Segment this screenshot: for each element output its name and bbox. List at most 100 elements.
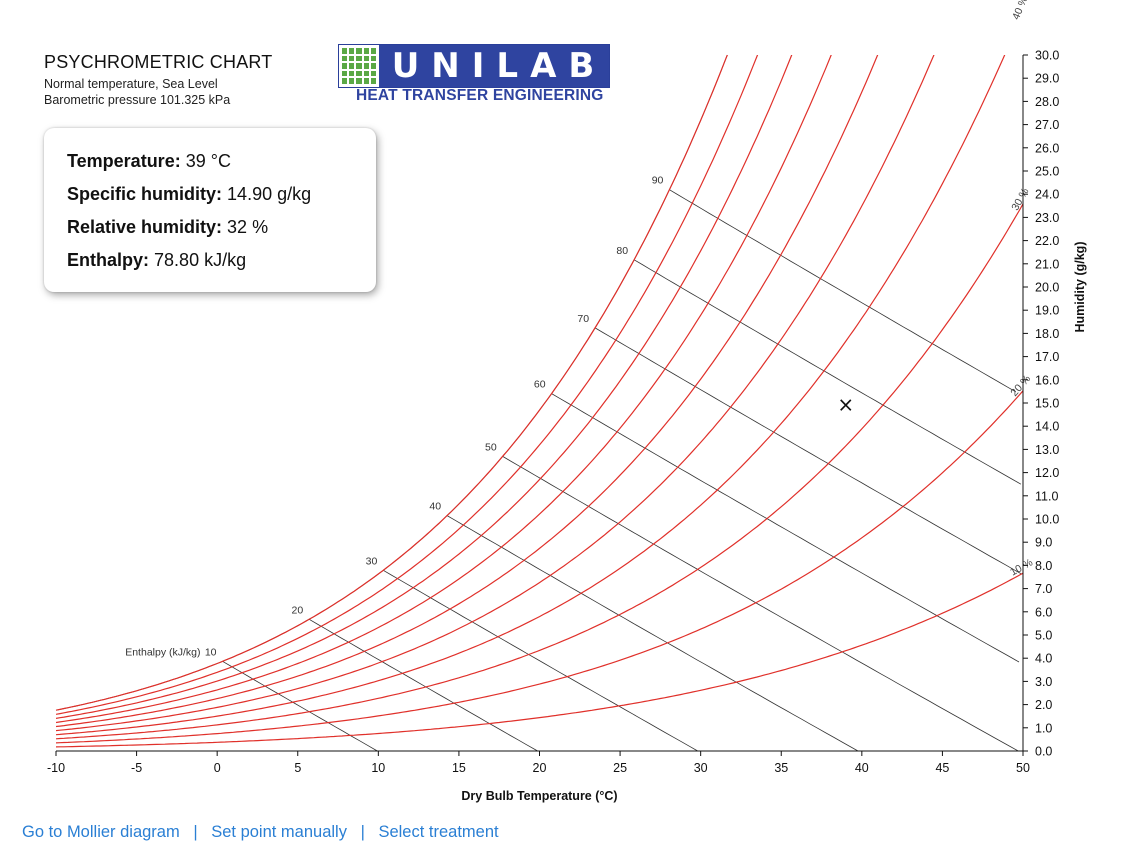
- y-tick-label: 23.0: [1035, 211, 1059, 225]
- y-tick-label: 18.0: [1035, 327, 1059, 341]
- enthalpy-label: Enthalpy:: [67, 250, 150, 270]
- x-tick-label: 10: [371, 761, 385, 775]
- set-point-manually-link[interactable]: Set point manually: [211, 823, 347, 841]
- relative-humidity-value: 32 %: [227, 217, 269, 237]
- y-tick-label: 19.0: [1035, 304, 1059, 318]
- y-tick-label: 10.0: [1035, 513, 1059, 527]
- state-point-marker: ×: [837, 392, 854, 416]
- enthalpy-tick-label: 50: [485, 441, 497, 453]
- y-tick-label: 5.0: [1035, 629, 1052, 643]
- rh-label-30: 30 %: [1009, 186, 1031, 213]
- rh-curve-40: [56, 55, 1006, 736]
- enthalpy-row: Enthalpy: 78.80 kJ/kg: [67, 249, 376, 282]
- y-tick-label: 0.0: [1035, 745, 1052, 759]
- chart-subtitle-conditions: Normal temperature, Sea Level: [44, 77, 218, 91]
- x-axis-title: Dry Bulb Temperature (°C): [461, 789, 617, 803]
- y-tick-label: 12.0: [1035, 466, 1059, 480]
- logo-tagline: HEAT TRANSFER ENGINEERING: [356, 87, 604, 104]
- rh-curve-100: [56, 55, 728, 711]
- enthalpy-line: [633, 259, 1022, 485]
- y-tick-label: 28.0: [1035, 95, 1059, 109]
- logo-grid-icon: [339, 45, 379, 87]
- enthalpy-line: [551, 393, 1020, 663]
- x-tick-label: 35: [774, 761, 788, 775]
- relative-humidity-row: Relative humidity: 32 %: [67, 216, 376, 249]
- rh-curve-30: [56, 203, 1023, 740]
- y-tick-label: 14.0: [1035, 420, 1059, 434]
- y-tick-label: 20.0: [1035, 281, 1059, 295]
- unilab-logo: UNILAB HEAT TRANSFER ENGINEERING: [338, 44, 610, 104]
- x-tick-label: 50: [1016, 761, 1030, 775]
- select-treatment-link[interactable]: Select treatment: [378, 823, 499, 841]
- enthalpy-line: [446, 515, 859, 751]
- y-tick-label: 16.0: [1035, 373, 1059, 387]
- enthalpy-tick-label: 90: [652, 175, 664, 187]
- y-tick-label: 11.0: [1035, 489, 1058, 503]
- chart-subtitle-pressure: Barometric pressure 101.325 kPa: [44, 93, 231, 107]
- x-tick-label: 30: [694, 761, 708, 775]
- rh-label-40: 40 %: [1010, 0, 1030, 22]
- specific-humidity-value: 14.90 g/kg: [227, 184, 312, 204]
- mollier-diagram-link[interactable]: Go to Mollier diagram: [22, 823, 180, 841]
- temperature-value: 39 °C: [185, 151, 231, 171]
- specific-humidity-row: Specific humidity: 14.90 g/kg: [67, 183, 376, 216]
- rh-label-20: 20 %: [1008, 373, 1033, 399]
- y-tick-label: 13.0: [1035, 443, 1059, 457]
- rh-curve-10: [56, 572, 1023, 748]
- y-tick-label: 30.0: [1035, 49, 1059, 63]
- logo-banner: UNILAB: [338, 44, 610, 88]
- y-tick-label: 26.0: [1035, 141, 1059, 155]
- enthalpy-axis-label: Enthalpy (kJ/kg): [125, 646, 200, 658]
- y-axis-title: Humidity (g/kg): [1073, 242, 1087, 333]
- y-tick-label: 3.0: [1035, 675, 1052, 689]
- enthalpy-tick-label: 10: [205, 646, 217, 658]
- enthalpy-tick-label: 80: [616, 245, 628, 257]
- y-tick-label: 4.0: [1035, 652, 1052, 666]
- enthalpy-tick-label: 30: [366, 555, 378, 567]
- logo-wordmark: UNILAB: [391, 46, 607, 86]
- enthalpy-tick-label: 40: [429, 501, 441, 513]
- y-tick-label: 24.0: [1035, 188, 1059, 202]
- enthalpy-value: 78.80 kJ/kg: [154, 250, 247, 270]
- x-tick-label: -5: [131, 761, 142, 775]
- y-tick-label: 21.0: [1035, 257, 1059, 271]
- enthalpy-tick-label: 20: [292, 604, 304, 616]
- temperature-label: Temperature:: [67, 151, 181, 171]
- rh-curve-50: [56, 55, 935, 732]
- relative-humidity-label: Relative humidity:: [67, 217, 223, 237]
- x-tick-label: 20: [533, 761, 547, 775]
- rh-curve-60: [56, 55, 879, 728]
- x-tick-label: 40: [855, 761, 869, 775]
- page-title: PSYCHROMETRIC CHART: [44, 52, 273, 72]
- rh-curve-80: [56, 55, 793, 719]
- x-tick-label: 15: [452, 761, 466, 775]
- temperature-row: Temperature: 39 °C: [67, 150, 376, 183]
- y-tick-label: 29.0: [1035, 72, 1059, 86]
- y-tick-label: 15.0: [1035, 397, 1059, 411]
- rh-label-10: 10 %: [1008, 556, 1035, 578]
- bottom-links: Go to Mollier diagram | Set point manual…: [22, 823, 499, 842]
- link-separator: |: [360, 823, 365, 841]
- y-tick-label: 22.0: [1035, 234, 1059, 248]
- y-tick-label: 1.0: [1035, 721, 1052, 735]
- link-separator: |: [193, 823, 198, 841]
- y-tick-label: 17.0: [1035, 350, 1059, 364]
- enthalpy-line: [222, 660, 378, 751]
- y-tick-label: 9.0: [1035, 536, 1052, 550]
- enthalpy-tick-label: 70: [577, 313, 589, 325]
- x-tick-label: 5: [294, 761, 301, 775]
- rh-curve-20: [56, 390, 1023, 744]
- rh-curve-90: [56, 55, 759, 715]
- enthalpy-tick-label: 60: [534, 379, 546, 391]
- y-tick-label: 25.0: [1035, 165, 1059, 179]
- specific-humidity-label: Specific humidity:: [67, 184, 223, 204]
- x-tick-label: 45: [935, 761, 949, 775]
- x-tick-label: 0: [214, 761, 221, 775]
- y-tick-label: 7.0: [1035, 582, 1052, 596]
- enthalpy-line: [594, 327, 1023, 575]
- enthalpy-line: [669, 189, 1017, 393]
- point-info-card: Temperature: 39 °C Specific humidity: 14…: [44, 128, 376, 292]
- y-tick-label: 8.0: [1035, 559, 1052, 573]
- y-tick-label: 2.0: [1035, 698, 1052, 712]
